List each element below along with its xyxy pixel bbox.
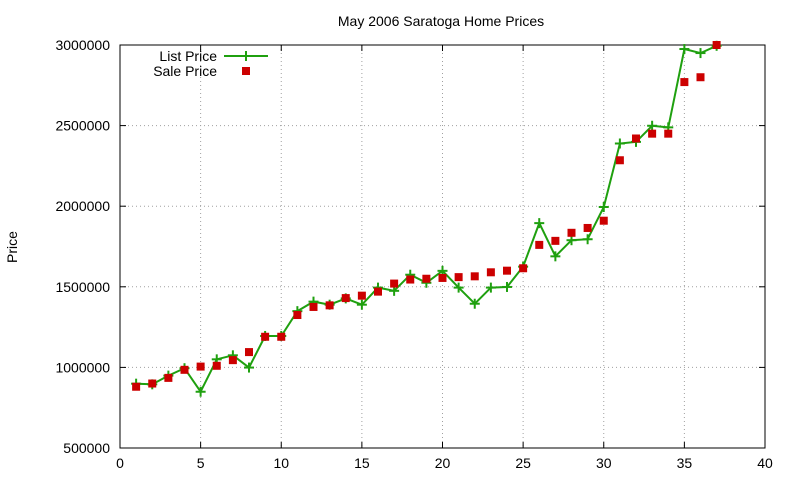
y-axis-label: Price — [4, 231, 20, 263]
sale-price-point — [470, 272, 479, 281]
list-price-point — [244, 362, 254, 373]
sale-price-point — [245, 348, 253, 357]
grid — [120, 45, 765, 448]
legend-label-sale-price: Sale Price — [153, 63, 217, 79]
sale-price-point — [277, 332, 286, 341]
list-price-point — [453, 282, 464, 293]
y-tick-label: 500000 — [63, 440, 110, 456]
x-tick-label: 40 — [757, 455, 773, 471]
x-tick-label: 35 — [677, 455, 693, 471]
sale-price-point — [148, 379, 157, 388]
x-tick-label: 10 — [273, 455, 289, 471]
sale-price-point — [503, 266, 511, 275]
sale-price-point — [261, 332, 270, 341]
y-tick-label: 2000000 — [55, 198, 110, 214]
sale-price-point — [648, 129, 657, 138]
sale-price-point — [180, 365, 189, 374]
sale-price-point — [454, 273, 463, 282]
chart-title: May 2006 Saratoga Home Prices — [338, 13, 544, 29]
sale-price-point — [325, 301, 334, 310]
sale-price-point — [406, 275, 415, 284]
y-tick-label: 3000000 — [55, 37, 110, 53]
y-tick-label: 1500000 — [55, 279, 110, 295]
legend-marker-sale-price — [242, 67, 250, 75]
sale-price-point — [309, 302, 318, 311]
list-price-point — [598, 202, 609, 213]
sale-price-point — [293, 311, 302, 320]
sale-price-point — [535, 240, 544, 249]
list-price-point — [485, 282, 496, 293]
sale-price-point — [422, 274, 431, 283]
sale-price-point — [583, 223, 592, 232]
sale-price-point — [519, 264, 528, 273]
sale-price-point — [615, 156, 624, 165]
x-tick-label: 5 — [197, 455, 205, 471]
sale-price-point — [438, 273, 447, 282]
sale-price-point — [696, 73, 705, 82]
x-tick-label: 20 — [435, 455, 451, 471]
list-price-point — [566, 235, 577, 246]
y-tick-label: 2500000 — [55, 118, 110, 134]
sale-price-point — [228, 356, 237, 365]
list-price-point — [695, 48, 706, 59]
list-price-point — [195, 386, 206, 397]
x-tick-label: 15 — [354, 455, 370, 471]
list-price-point — [582, 234, 593, 245]
sale-price-point — [341, 294, 350, 303]
series-layer — [131, 40, 722, 397]
list-price-point — [679, 44, 690, 55]
sale-price-point — [680, 78, 689, 87]
sale-price-point — [374, 287, 382, 296]
sale-price-point — [599, 216, 608, 225]
list-price-point — [534, 218, 545, 229]
sale-price-point — [664, 129, 673, 138]
sale-price-point — [567, 228, 576, 237]
list-price-point — [469, 298, 480, 309]
y-tick-label: 1000000 — [55, 359, 110, 375]
legend-plus-marker — [241, 51, 251, 61]
sale-price-point — [390, 279, 399, 288]
list-price-point — [614, 138, 625, 149]
x-tick-label: 30 — [596, 455, 612, 471]
x-tick-label: 0 — [116, 455, 124, 471]
list-price-point — [647, 120, 658, 131]
x-tick-label: 25 — [515, 455, 531, 471]
axis-ticks: 0 5 10 15 20 25 30 35 40 500000 1000000 1500000 2000… — [55, 37, 773, 471]
sale-price-point — [486, 268, 495, 277]
sale-price-point — [712, 41, 721, 49]
list-price-point — [502, 281, 512, 292]
sale-price-point — [357, 291, 366, 300]
series-line-list-price — [136, 44, 718, 394]
list-price-point — [356, 299, 367, 310]
sale-price-point — [196, 362, 205, 371]
sale-price-point — [132, 382, 141, 391]
list-price-point — [550, 251, 561, 262]
legend-label-list-price: List Price — [159, 48, 217, 64]
sale-price-point — [632, 134, 640, 143]
legend: List Price Sale Price — [153, 48, 268, 79]
sale-price-point — [212, 361, 221, 370]
sale-price-point — [551, 236, 560, 245]
sale-price-point — [164, 373, 173, 382]
legend-marker-list-price — [241, 51, 251, 61]
